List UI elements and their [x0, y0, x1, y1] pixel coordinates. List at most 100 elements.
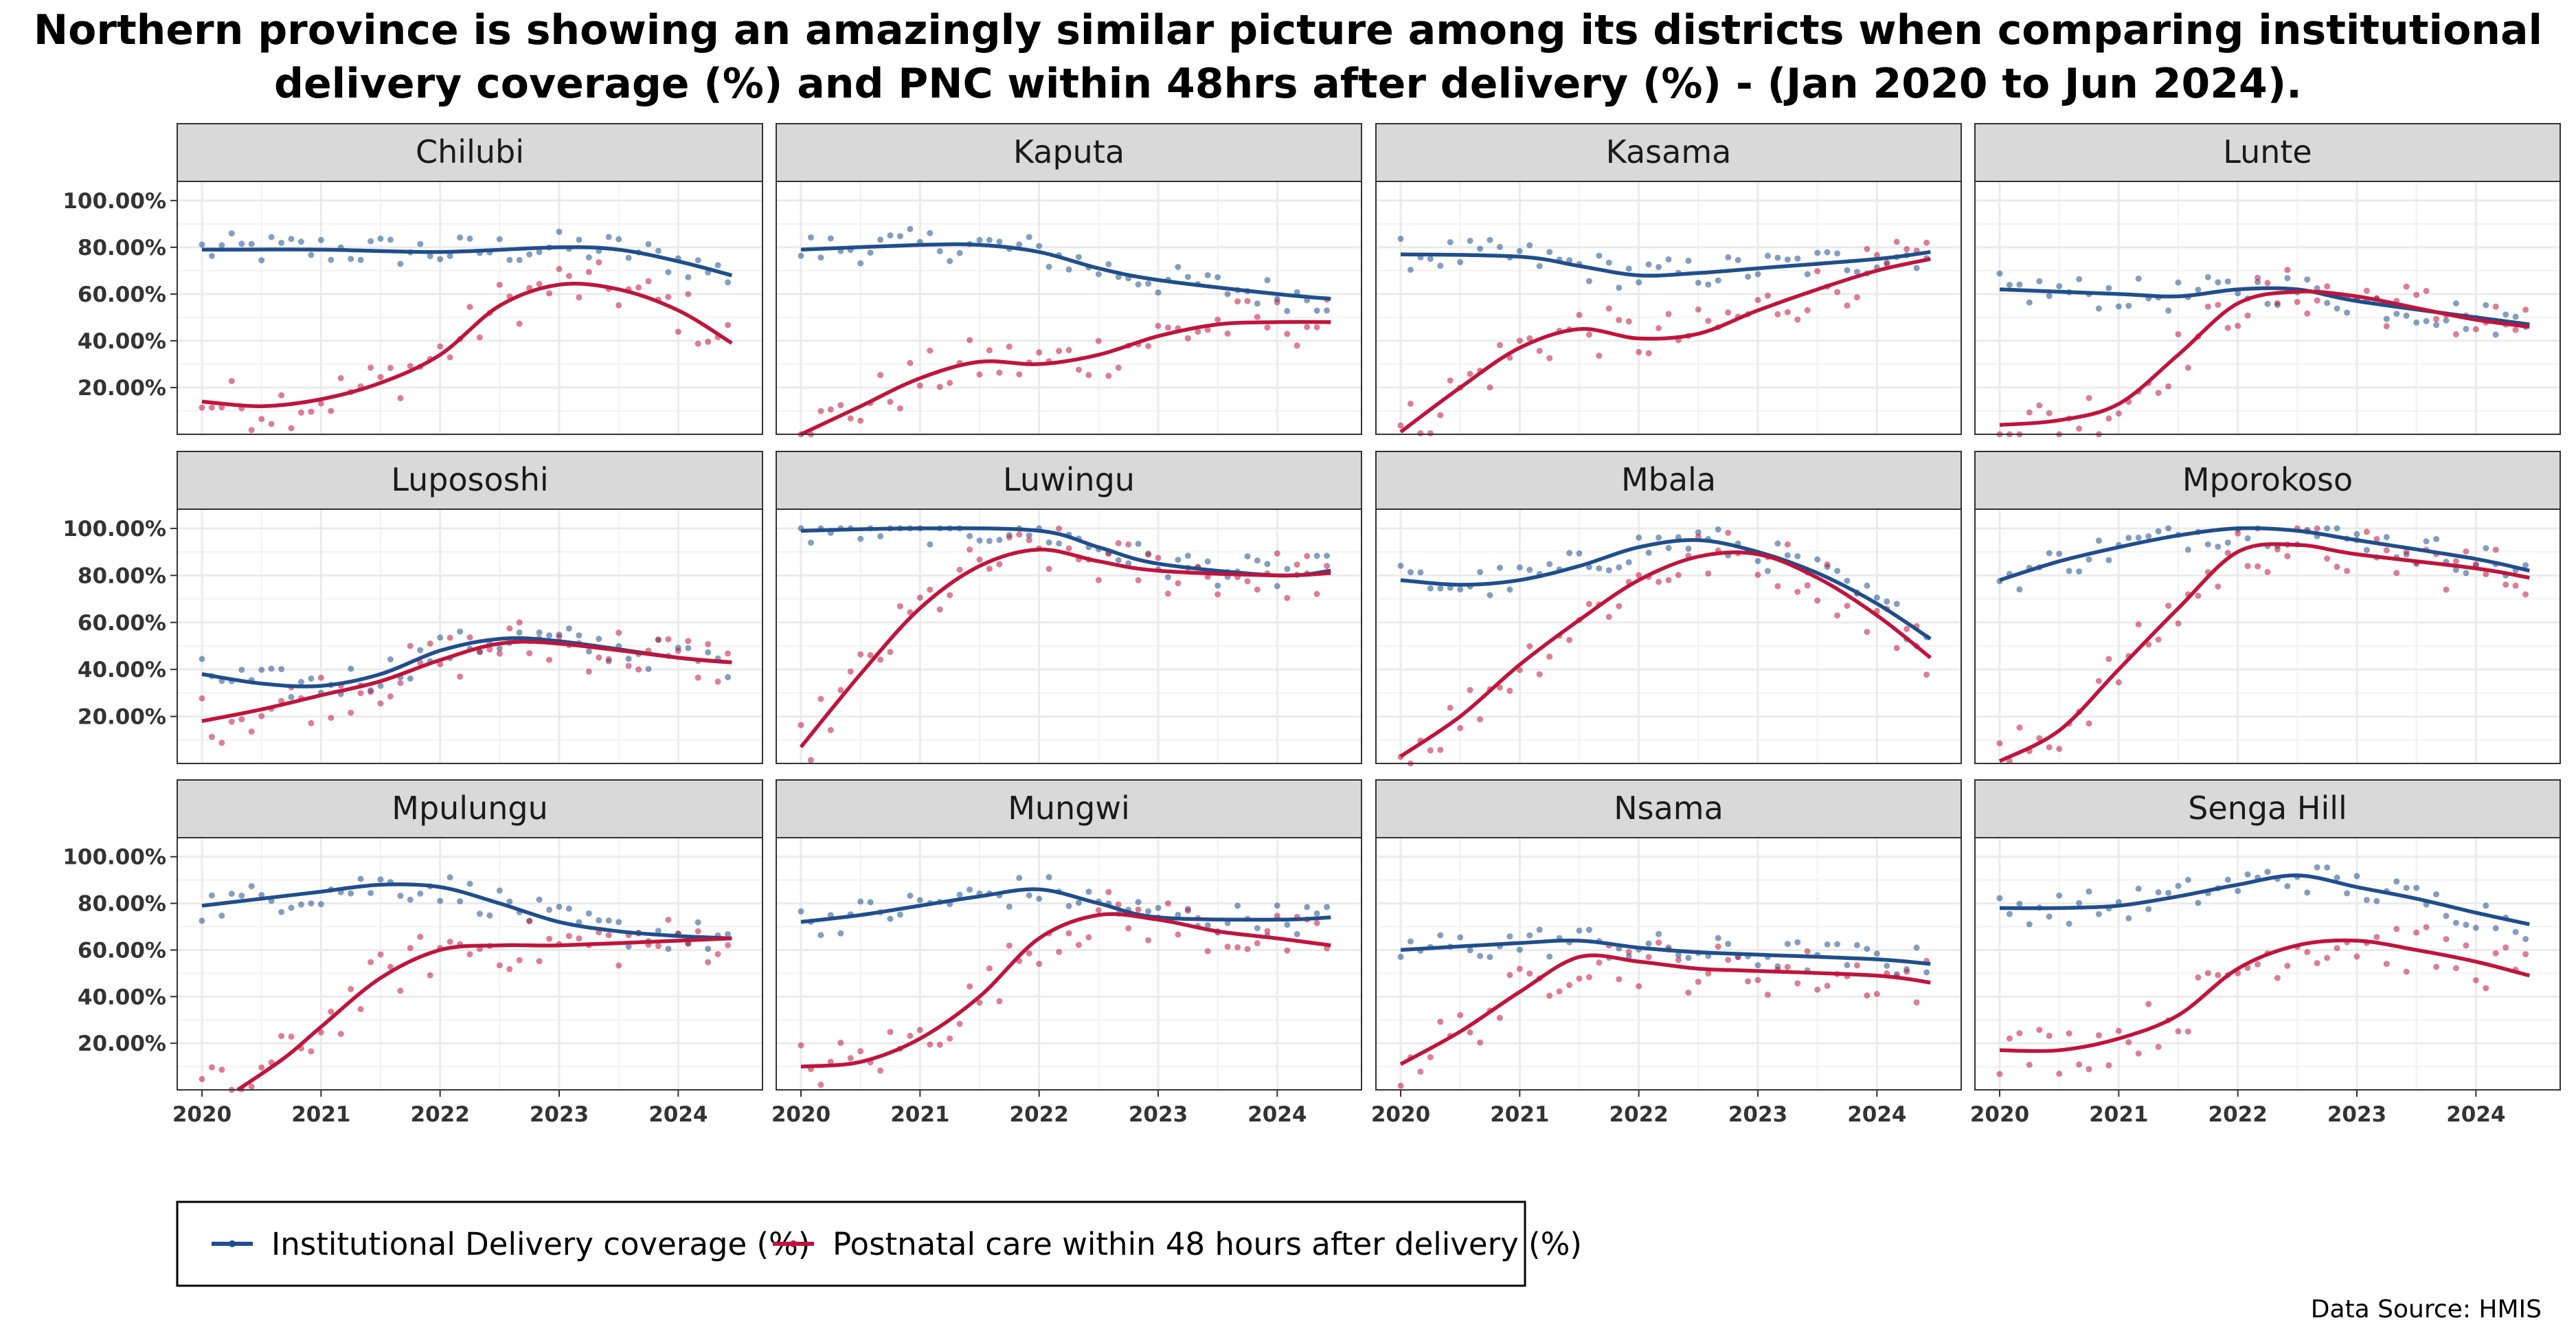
data-point-pnc: [1864, 992, 1871, 999]
data-point-pnc: [1675, 957, 1682, 963]
data-point-pnc: [1893, 238, 1900, 245]
data-point-pnc: [2175, 620, 2182, 627]
data-point-pnc: [817, 695, 824, 702]
x-tick-label: 2021: [291, 1102, 350, 1127]
data-point-pnc: [1774, 311, 1781, 317]
data-point-institutional: [2235, 888, 2241, 895]
data-point-institutional: [328, 256, 335, 263]
data-point-pnc: [1506, 687, 1513, 694]
data-point-pnc: [1585, 601, 1592, 607]
data-point-institutional: [2006, 282, 2013, 289]
data-point-pnc: [1284, 947, 1291, 954]
data-point-pnc: [1254, 586, 1261, 593]
data-point-institutional: [2204, 541, 2211, 548]
data-point-institutional: [2264, 300, 2271, 307]
data-point-institutional: [1274, 583, 1280, 590]
data-point-pnc: [675, 328, 681, 335]
data-point-pnc: [817, 1082, 824, 1088]
data-point-pnc: [1234, 298, 1241, 305]
data-point-institutional: [1516, 946, 1523, 953]
data-point-institutional: [867, 899, 874, 906]
points-pnc: [1996, 924, 2529, 1077]
facet-border: [1375, 181, 1962, 435]
data-point-institutional: [2165, 889, 2172, 896]
data-point-institutional: [447, 252, 453, 259]
data-point-pnc: [1274, 550, 1280, 557]
data-point-pnc: [486, 646, 493, 653]
data-point-institutional: [956, 891, 963, 898]
facet-strip: [177, 779, 763, 838]
data-point-institutional: [387, 236, 394, 243]
points-pnc: [1397, 238, 1930, 437]
data-point-pnc: [2046, 1032, 2053, 1039]
data-point-institutional: [1834, 250, 1841, 257]
data-point-institutional: [1675, 952, 1682, 959]
data-point-pnc: [2244, 312, 2251, 319]
data-point-institutional: [1754, 271, 1761, 278]
data-point-pnc: [1105, 372, 1112, 379]
data-point-pnc: [2373, 535, 2380, 542]
data-point-pnc: [1824, 983, 1831, 990]
x-tick-label: 2024: [648, 1102, 708, 1127]
data-point-institutional: [1715, 526, 1721, 533]
facet-lunte: Lunte: [1974, 123, 2561, 438]
data-point-pnc: [2175, 331, 2182, 337]
data-point-institutional: [817, 254, 824, 261]
data-point-institutional: [486, 912, 493, 919]
data-point-institutional: [1204, 272, 1211, 278]
data-point-pnc: [1065, 930, 1072, 937]
data-point-institutional: [936, 248, 943, 255]
data-point-pnc: [2274, 974, 2281, 981]
data-point-institutional: [1695, 529, 1702, 536]
data-point-institutional: [258, 667, 265, 673]
data-point-pnc: [1546, 654, 1553, 660]
data-point-institutional: [2393, 311, 2400, 317]
data-point-institutional: [1715, 935, 1721, 941]
data-point-pnc: [2363, 287, 2370, 294]
data-point-pnc: [278, 392, 285, 399]
data-point-institutional: [986, 537, 993, 544]
data-point-institutional: [1864, 582, 1871, 589]
data-point-pnc: [1506, 972, 1513, 979]
data-point-institutional: [1095, 271, 1102, 278]
points-pnc: [199, 619, 732, 746]
data-point-pnc: [1284, 331, 1291, 337]
data-point-pnc: [1625, 318, 1632, 325]
data-point-institutional: [1234, 902, 1241, 909]
data-point-institutional: [1115, 273, 1122, 280]
data-point-institutional: [1204, 558, 1211, 565]
data-point-institutional: [1824, 941, 1831, 948]
data-point-pnc: [328, 1008, 335, 1015]
data-point-institutional: [2165, 525, 2172, 532]
data-point-institutional: [1457, 934, 1464, 941]
data-point-institutional: [1293, 930, 1300, 937]
data-point-pnc: [2492, 950, 2499, 957]
facet-border: [177, 181, 763, 435]
facet-grid: [1376, 181, 1961, 434]
data-point-pnc: [615, 302, 622, 309]
data-point-institutional: [377, 682, 384, 689]
data-point-institutional: [2284, 275, 2291, 282]
data-point-institutional: [377, 876, 384, 883]
data-point-pnc: [337, 1031, 344, 1038]
data-point-institutional: [685, 274, 692, 280]
data-point-institutional: [615, 919, 622, 926]
data-point-institutional: [437, 897, 444, 904]
y-tick-label: 20.00%: [78, 705, 166, 730]
data-point-institutional: [1804, 271, 1811, 278]
data-point-institutional: [1496, 243, 1503, 250]
data-point-pnc: [1016, 371, 1023, 378]
y-tick-label: 20.00%: [78, 376, 166, 401]
data-point-pnc: [1244, 946, 1251, 952]
facet-title: Kasama: [1606, 133, 1732, 170]
facet-plot-bg: [1376, 181, 1961, 434]
data-point-pnc: [1903, 246, 1910, 252]
data-point-institutional: [1754, 557, 1761, 564]
data-point-pnc: [1645, 954, 1652, 961]
data-point-pnc: [1656, 579, 1662, 585]
data-point-institutional: [1046, 874, 1052, 880]
y-tick-label: 80.00%: [78, 236, 166, 260]
data-point-pnc: [1834, 289, 1841, 295]
data-point-pnc: [2086, 720, 2092, 727]
data-point-institutional: [1175, 264, 1182, 270]
